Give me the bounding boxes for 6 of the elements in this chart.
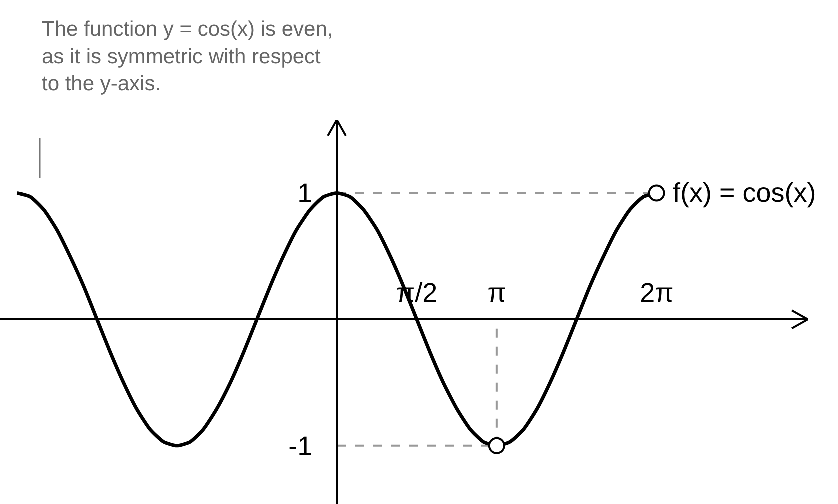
x-tick-label: 2π [640, 278, 674, 308]
y-tick-label: 1 [298, 178, 313, 209]
series-label: f(x) = cos(x) [673, 178, 816, 208]
x-tick-label: π [488, 278, 506, 308]
y-tick-label: -1 [288, 431, 313, 462]
text: The function y = cos(x) is even, as it is symmetric with respect to the y-axis. [42, 18, 334, 96]
